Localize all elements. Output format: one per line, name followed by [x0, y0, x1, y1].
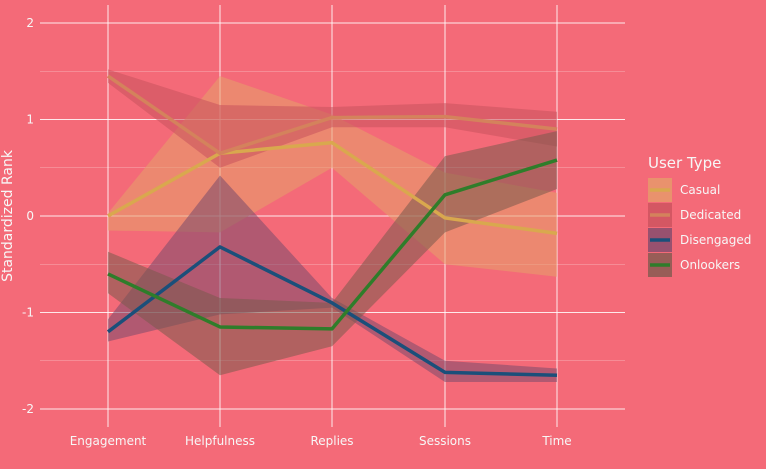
legend-title: User Type [648, 154, 721, 172]
x-tick-label: Sessions [419, 434, 471, 448]
axis-labels: -2 -1 0 1 2 Engagement Helpfulness Replies Sessi… [22, 16, 572, 448]
band-disengaged [108, 175, 557, 382]
band-onlookers [108, 131, 557, 376]
y-tick-label: 2 [26, 16, 34, 30]
x-tick-label: Helpfulness [185, 434, 255, 448]
y-tick-label: 0 [26, 209, 34, 223]
x-tick-label: Time [541, 434, 571, 448]
legend: User Type Casual Dedicated Disengaged Onloo… [648, 154, 751, 277]
y-tick-label: 1 [26, 113, 34, 127]
y-axis-title: Standardized Rank [0, 149, 16, 282]
y-tick-label: -1 [22, 306, 34, 320]
series-lines [106, 74, 558, 377]
series-line-casual [107, 140, 558, 236]
y-tick-label: -2 [22, 402, 34, 416]
series-line-dedicated [107, 74, 558, 156]
series-line-disengaged [106, 245, 558, 377]
legend-label: Onlookers [680, 258, 740, 272]
x-tick-label: Replies [310, 434, 353, 448]
legend-label: Casual [680, 183, 720, 197]
x-tick-label: Engagement [70, 434, 147, 448]
legend-label: Disengaged [680, 233, 751, 247]
series-line-onlookers [107, 158, 558, 331]
legend-label: Dedicated [680, 208, 741, 222]
